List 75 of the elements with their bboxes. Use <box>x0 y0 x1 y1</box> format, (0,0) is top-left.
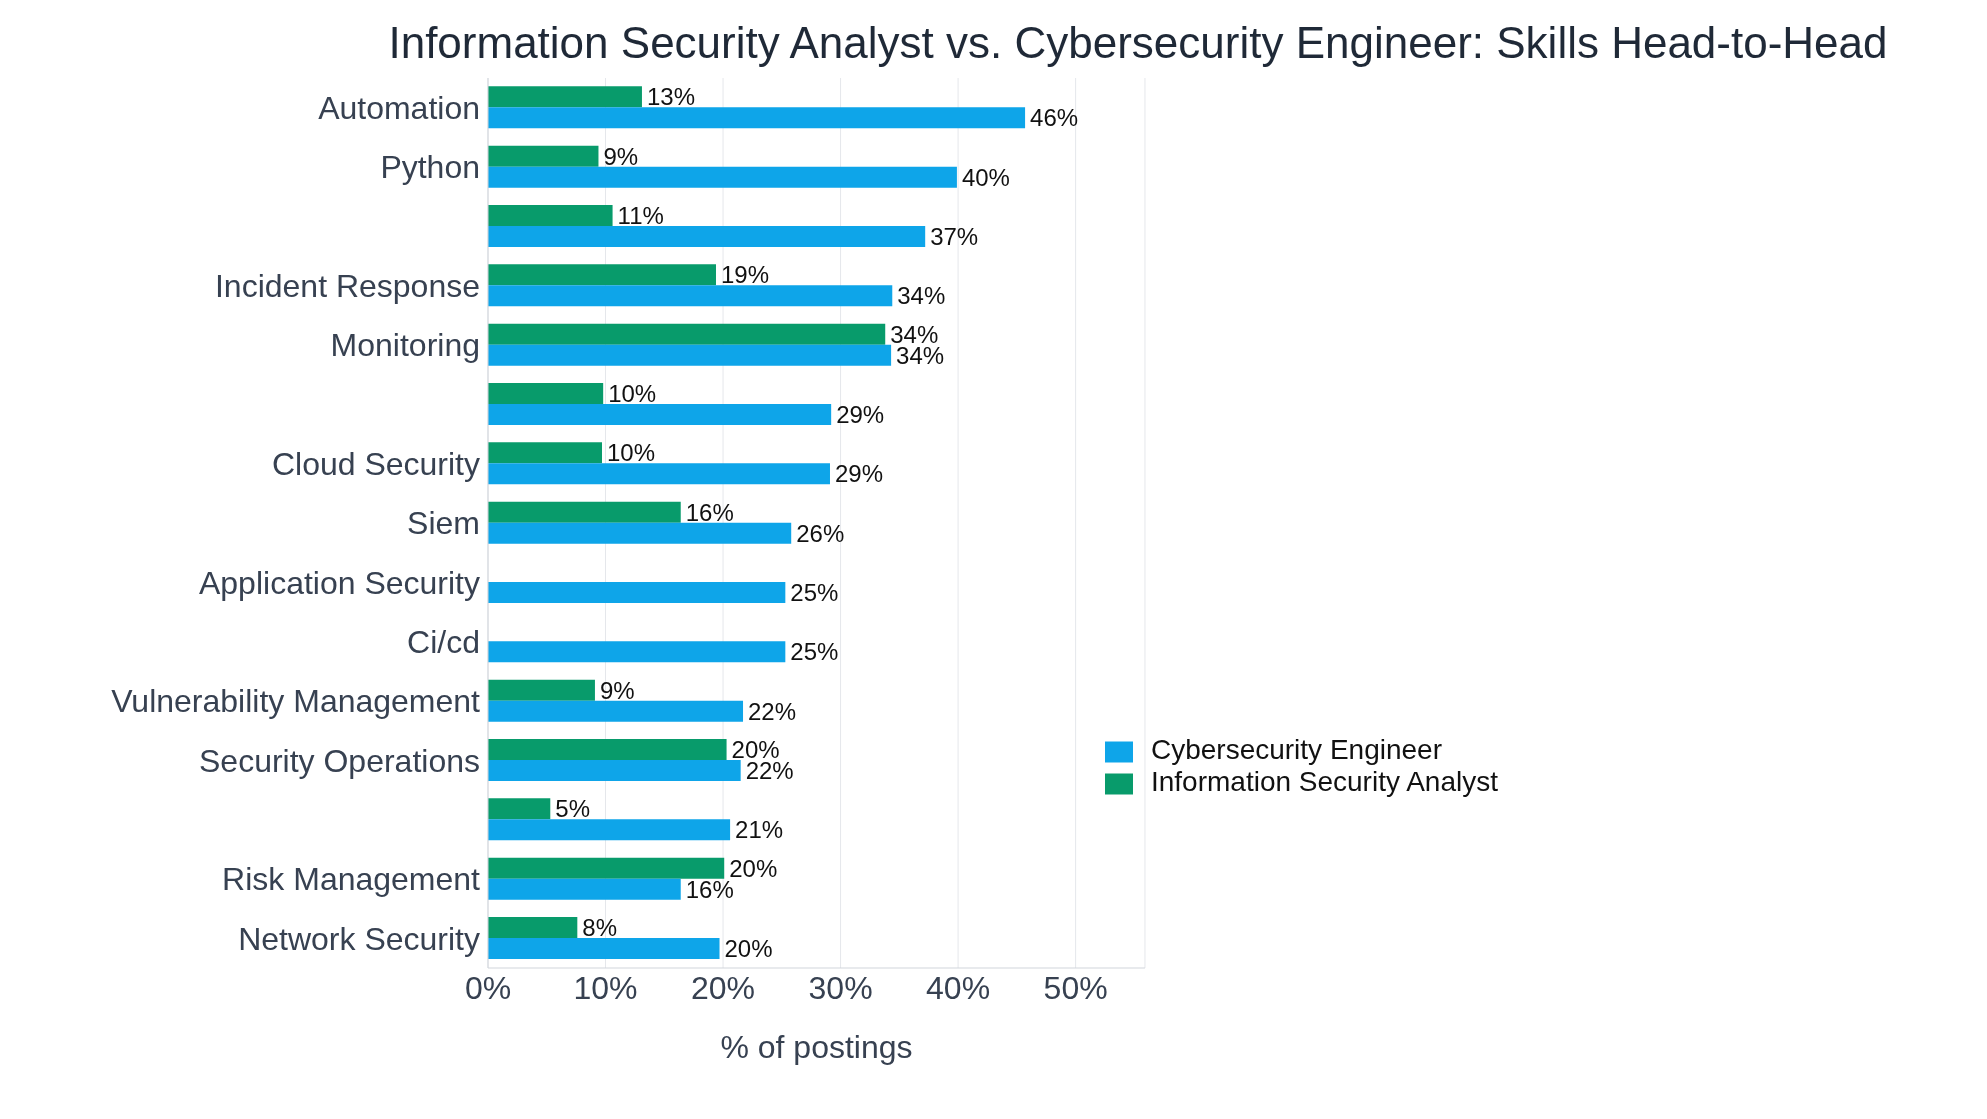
bar <box>488 442 602 464</box>
bar <box>488 225 926 247</box>
y-tick-label: Cloud Security <box>271 446 480 483</box>
data-label: 20% <box>729 854 778 882</box>
x-tick-label: 50% <box>1043 969 1108 1006</box>
data-label: 8% <box>582 913 617 941</box>
data-label: 16% <box>685 498 734 526</box>
bar <box>488 463 830 485</box>
x-tick-label: 10% <box>573 969 638 1006</box>
data-label: 34% <box>897 282 946 310</box>
data-label: 13% <box>646 83 695 111</box>
bar <box>488 798 551 820</box>
bar <box>488 344 892 366</box>
y-tick-label: Vulnerability Management <box>111 683 481 720</box>
bar <box>488 916 578 938</box>
data-label: 34% <box>890 320 939 348</box>
data-label: 29% <box>836 400 885 428</box>
legend-label: Cybersecurity Engineer <box>1150 734 1442 765</box>
x-tick-label: 30% <box>808 969 873 1006</box>
y-tick-label: Monitoring <box>330 327 480 364</box>
x-tick-label: 0% <box>464 969 512 1006</box>
data-label: 29% <box>834 460 884 488</box>
y-tick-label: Application Security <box>198 564 480 601</box>
bar <box>488 878 681 900</box>
y-tick-label: Siem <box>407 505 480 542</box>
data-label: 22% <box>748 697 797 725</box>
y-tick-label: Network Security <box>238 920 480 957</box>
y-tick-label: Ci/cd <box>407 624 480 661</box>
bar <box>488 937 720 959</box>
data-label: 11% <box>617 201 664 229</box>
data-label: 25% <box>790 578 839 606</box>
data-label: 10% <box>607 439 656 467</box>
x-axis-title: % of postings <box>720 1029 913 1065</box>
bar <box>488 641 786 663</box>
bar <box>488 107 1026 129</box>
bar <box>488 759 741 781</box>
data-label: 5% <box>555 795 590 823</box>
bar <box>488 522 792 544</box>
data-label: 46% <box>1030 104 1079 132</box>
y-tick-label: Automation <box>318 90 480 127</box>
y-tick-label: Security Operations <box>198 742 480 779</box>
bar <box>488 738 727 760</box>
bar <box>488 382 604 404</box>
data-label: 9% <box>603 142 639 170</box>
bar <box>488 204 613 226</box>
x-tick-label: 40% <box>926 969 991 1006</box>
bar <box>488 264 716 286</box>
bar <box>488 86 642 108</box>
data-label: 25% <box>790 638 839 666</box>
data-label: 20% <box>731 735 780 763</box>
legend-label: Information Security Analyst <box>1150 766 1498 797</box>
bar <box>488 857 725 879</box>
data-label: 26% <box>796 519 845 547</box>
data-label: 20% <box>724 934 773 962</box>
data-label: 21% <box>735 816 784 844</box>
y-tick-label: Risk Management <box>222 861 481 898</box>
bar <box>488 581 786 603</box>
bar <box>488 819 731 841</box>
y-tick-label: Incident Response <box>214 268 480 305</box>
data-label: 19% <box>720 261 770 289</box>
bar <box>488 679 595 701</box>
data-label: 40% <box>961 163 1010 191</box>
chart-title: Information Security Analyst vs. Cybersecurity Engineer: Skills Head-to-Head <box>387 17 1889 69</box>
bar <box>488 403 832 425</box>
bar <box>488 323 886 345</box>
bar <box>488 285 893 307</box>
bar <box>488 145 599 167</box>
data-label: 9% <box>599 676 635 704</box>
x-tick-label: 20% <box>691 969 756 1006</box>
data-label: 37% <box>930 222 979 250</box>
data-label: 10% <box>608 379 657 407</box>
bar <box>488 166 957 188</box>
bar <box>488 700 744 722</box>
y-tick-label: Python <box>380 149 480 186</box>
bar <box>488 501 681 523</box>
